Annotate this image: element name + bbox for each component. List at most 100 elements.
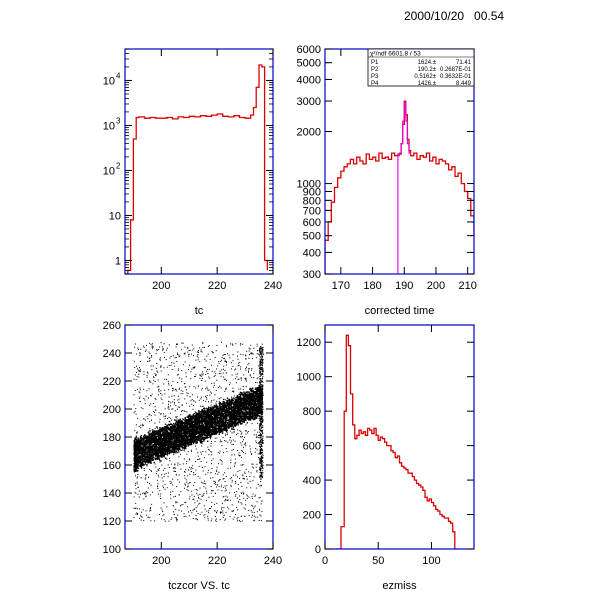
- scatter-point: [248, 395, 251, 397]
- scatter-point: [145, 438, 148, 440]
- scatter-point: [154, 450, 156, 452]
- scatter-point: [176, 451, 178, 454]
- scatter-point: [244, 409, 246, 411]
- scatter-point: [211, 434, 213, 436]
- scatter-point: [158, 435, 160, 437]
- scatter-point: [239, 422, 241, 424]
- scatter-point: [229, 422, 231, 424]
- scatter-point: [202, 430, 204, 432]
- scatter-point: [142, 463, 144, 465]
- scatter-point: [232, 410, 234, 412]
- scatter-point: [163, 439, 165, 442]
- scatter-point: [154, 441, 157, 444]
- scatter-point: [151, 458, 153, 460]
- scatter-point: [189, 420, 192, 422]
- scatter-point: [188, 419, 190, 421]
- scatter-point: [202, 436, 204, 438]
- scatter-point: [252, 406, 254, 408]
- scatter-point: [151, 452, 153, 454]
- scatter-point: [188, 435, 191, 437]
- scatter-point: [237, 420, 240, 422]
- scatter-point: [172, 446, 174, 448]
- scatter-point: [142, 442, 144, 444]
- scatter-point: [165, 430, 167, 432]
- scatter-point: [139, 451, 141, 453]
- scatter-point: [137, 460, 140, 462]
- scatter-point: [138, 456, 140, 458]
- scatter-point: [254, 402, 256, 405]
- scatter-point: [191, 433, 193, 435]
- scatter-point: [192, 429, 195, 431]
- scatter-point: [144, 445, 146, 447]
- scatter-point: [147, 447, 149, 449]
- scatter-point: [219, 417, 222, 420]
- scatter-point: [196, 440, 199, 442]
- scatter-point: [188, 423, 190, 426]
- stats-param-name: P4: [371, 81, 379, 87]
- scatter-point: [184, 434, 187, 436]
- scatter-point: [150, 447, 153, 449]
- scatter-point: [191, 415, 194, 417]
- scatter-point: [229, 425, 231, 428]
- scatter-point: [157, 432, 159, 434]
- scatter-point: [183, 437, 185, 440]
- scatter-point: [181, 420, 184, 423]
- scatter-point: [158, 430, 160, 432]
- scatter-point: [250, 393, 252, 395]
- scatter-point: [224, 402, 226, 404]
- scatter-point: [255, 416, 257, 418]
- scatter-point: [256, 409, 258, 412]
- scatter-point: [210, 409, 212, 411]
- scatter-point: [231, 415, 233, 418]
- scatter-point: [163, 443, 165, 445]
- scatter-point: [258, 400, 260, 402]
- scatter-point: [143, 442, 146, 444]
- scatter-point: [184, 432, 186, 435]
- scatter-point: [246, 422, 248, 424]
- scatter-point: [158, 450, 161, 452]
- stats-param-error: 71.41: [456, 60, 472, 66]
- scatter-point: [169, 432, 172, 435]
- scatter-point: [244, 399, 247, 401]
- scatter-point: [177, 439, 179, 441]
- scatter-point: [257, 394, 259, 396]
- scatter-point: [224, 422, 226, 424]
- scatter-point: [200, 440, 202, 443]
- scatter-point: [183, 442, 186, 445]
- scatter-point: [229, 420, 231, 423]
- scatter-point: [214, 432, 216, 434]
- scatter-point: [196, 416, 198, 418]
- scatter-point: [155, 432, 158, 434]
- scatter-point: [176, 441, 178, 444]
- scatter-point: [195, 424, 197, 426]
- scatter-point: [232, 421, 234, 424]
- stats-param-value: 0.5162±: [414, 74, 436, 80]
- scatter-point: [211, 406, 213, 408]
- scatter-point: [237, 398, 239, 400]
- x-tick-label: 240: [264, 280, 282, 292]
- scatter-point: [252, 391, 254, 393]
- scatter-point: [255, 409, 257, 411]
- scatter-points: [133, 341, 264, 522]
- scatter-point: [174, 428, 176, 431]
- scatter-point: [155, 448, 157, 450]
- scatter-point: [211, 410, 213, 412]
- scatter-point: [243, 411, 246, 414]
- scatter-point: [203, 413, 205, 415]
- scatter-point: [254, 411, 256, 414]
- scatter-point: [146, 458, 148, 460]
- scatter-point: [159, 442, 161, 445]
- scatter-point: [174, 419, 176, 421]
- scatter-point: [249, 410, 251, 413]
- scatter-point: [151, 458, 154, 460]
- scatter-point: [255, 404, 257, 407]
- scatter-point: [212, 417, 214, 419]
- scatter-point: [218, 424, 220, 426]
- scatter-point: [159, 433, 161, 436]
- scatter-point: [222, 429, 225, 431]
- scatter-point: [238, 419, 240, 421]
- scatter-point: [167, 445, 170, 448]
- scatter-point: [148, 459, 151, 461]
- stats-param-value: 1426.±: [418, 81, 437, 87]
- x-axis-label: corrected time: [365, 305, 435, 317]
